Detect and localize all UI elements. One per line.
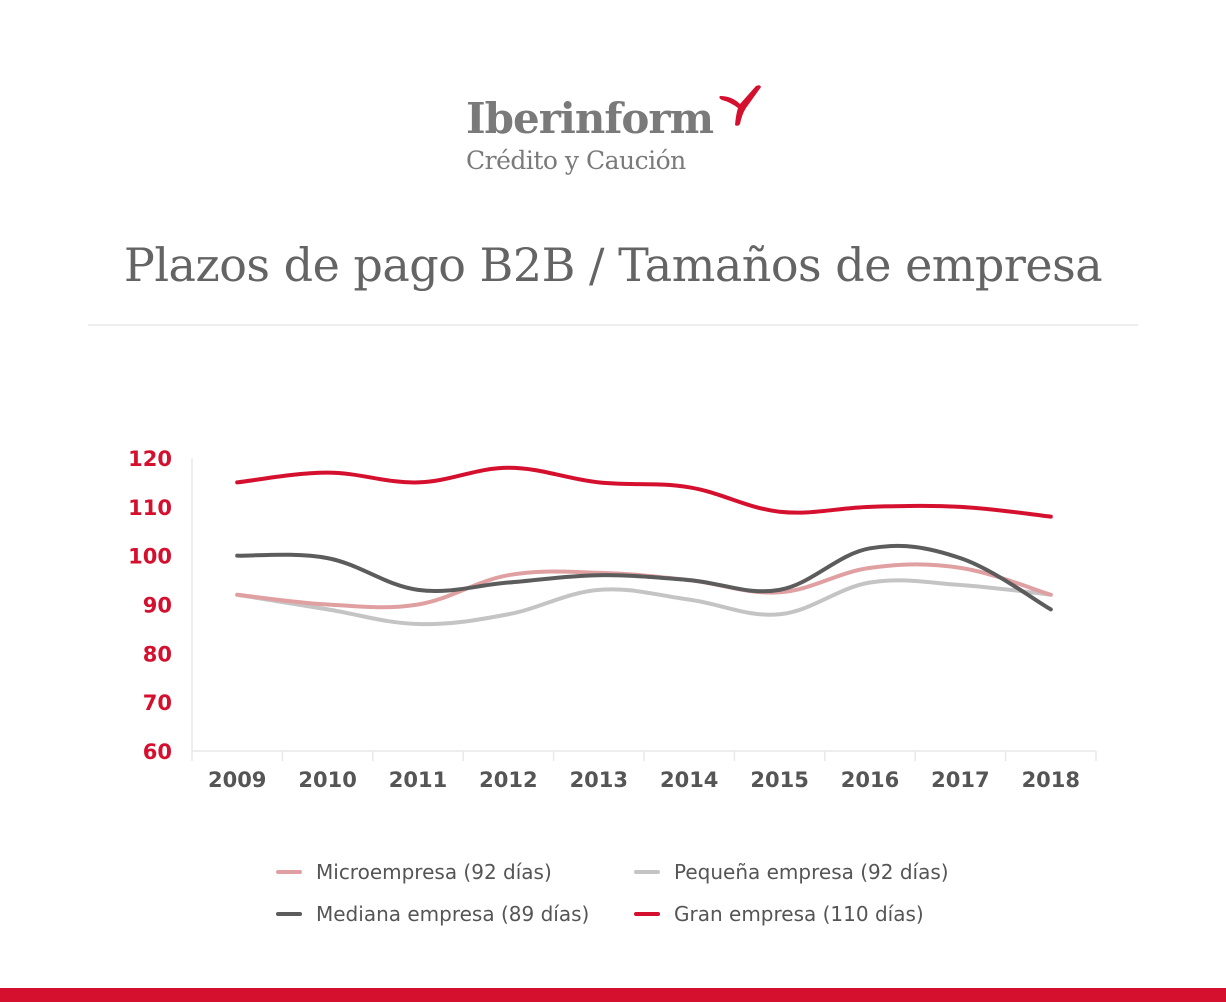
brand-name: Iberinform [466,94,714,143]
legend-swatch [634,870,660,874]
red-star-mark-icon [719,85,761,126]
y-tick-label: 70 [143,691,172,715]
x-tick-label: 2017 [931,768,989,792]
x-tick-label: 2015 [750,768,808,792]
x-tick-label: 2010 [298,768,356,792]
legend-swatch [634,912,660,916]
y-tick-label: 120 [128,447,172,471]
series-line-pequena [235,578,1053,627]
legend-label: Gran empresa (110 días) [674,902,924,926]
series-line-microempresa [235,562,1053,610]
legend-item: Microempresa (92 días) [276,860,552,884]
y-tick-label: 90 [143,594,172,618]
x-tick-label: 2016 [841,768,899,792]
x-tick-label: 2018 [1022,768,1080,792]
bottom-accent-bar [0,988,1226,1002]
x-tick-label: 2012 [479,768,537,792]
legend-swatch [276,870,302,874]
y-tick-label: 60 [143,740,172,764]
legend-swatch [276,912,302,916]
chart-legend: Microempresa (92 días) Pequeña empresa (9… [276,860,996,950]
brand-logo: Iberinform Crédito y Caución [466,84,766,184]
page-title: Plazos de pago B2B / Tamaños de empresa [123,238,1103,292]
x-tick-label: 2009 [208,768,266,792]
legend-item: Mediana empresa (89 días) [276,902,589,926]
x-tick-label: 2014 [660,768,718,792]
legend-label: Pequeña empresa (92 días) [674,860,949,884]
y-tick-label: 100 [128,545,172,569]
brand-subtitle: Crédito y Caución [466,146,686,175]
series-line-gran [235,465,1053,519]
x-tick-label: 2011 [389,768,447,792]
title-divider [88,324,1138,326]
legend-label: Mediana empresa (89 días) [316,902,590,926]
y-tick-label: 80 [143,642,172,666]
series-line-mediana [235,543,1053,612]
legend-item: Gran empresa (110 días) [634,902,924,926]
y-tick-label: 110 [128,496,172,520]
x-tick-label: 2013 [570,768,628,792]
legend-item: Pequeña empresa (92 días) [634,860,949,884]
legend-label: Microempresa (92 días) [316,860,552,884]
